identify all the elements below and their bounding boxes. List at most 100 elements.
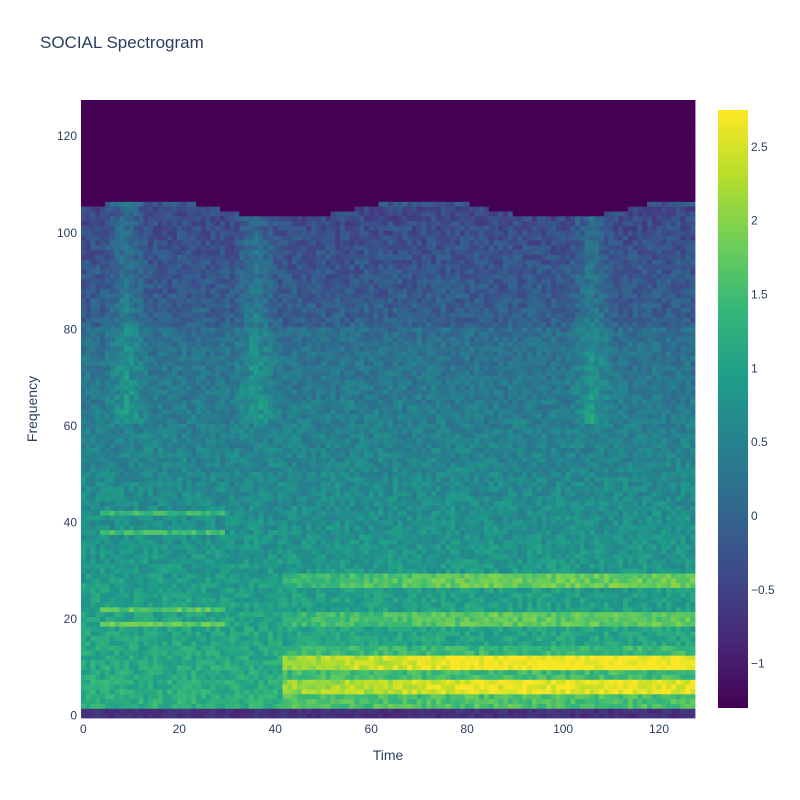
heatmap-cell xyxy=(560,597,566,603)
heatmap-cell xyxy=(479,650,485,656)
heatmap-cell xyxy=(551,539,557,545)
heatmap-cell xyxy=(277,631,283,637)
heatmap-cell xyxy=(354,602,360,608)
heatmap-cell xyxy=(119,669,125,675)
heatmap-cell xyxy=(95,655,101,661)
heatmap-cell xyxy=(618,558,624,564)
heatmap-cell xyxy=(172,713,178,719)
heatmap-cell xyxy=(359,592,365,598)
heatmap-cell xyxy=(368,544,375,550)
heatmap-cell xyxy=(229,635,235,642)
heatmap-cell xyxy=(354,660,360,666)
heatmap-cell xyxy=(287,679,293,685)
heatmap-cell xyxy=(359,693,365,700)
heatmap-cell xyxy=(647,539,653,545)
heatmap-cell xyxy=(445,573,451,579)
heatmap-cell xyxy=(292,563,298,569)
heatmap-cell xyxy=(306,631,312,637)
heatmap-cell xyxy=(426,611,432,618)
heatmap-cell xyxy=(517,713,523,719)
heatmap-cell xyxy=(349,645,355,651)
heatmap-cell xyxy=(474,635,480,642)
heatmap-cell xyxy=(613,592,619,598)
heatmap-cell xyxy=(152,655,159,661)
heatmap-cell xyxy=(104,577,111,584)
heatmap-cell xyxy=(388,582,394,589)
heatmap-cell xyxy=(181,611,187,618)
heatmap-cell xyxy=(431,582,437,589)
heatmap-cell xyxy=(109,655,115,661)
heatmap-cell xyxy=(354,708,360,714)
heatmap-cell xyxy=(205,529,211,535)
heatmap-cell xyxy=(551,713,557,719)
heatmap-cell xyxy=(210,573,216,579)
heatmap-cell xyxy=(517,655,523,661)
heatmap-cell xyxy=(320,616,327,622)
heatmap-cell xyxy=(224,539,231,545)
heatmap-cell xyxy=(575,534,581,540)
heatmap-cell xyxy=(661,635,667,642)
heatmap-cell xyxy=(335,616,341,622)
heatmap-cell xyxy=(205,635,211,642)
heatmap-cell xyxy=(517,631,523,637)
heatmap-cell xyxy=(176,650,183,656)
heatmap-cell xyxy=(104,602,111,608)
heatmap-cell xyxy=(90,703,96,709)
heatmap-cell xyxy=(128,549,135,555)
heatmap-cell xyxy=(378,529,384,535)
heatmap-cell xyxy=(306,549,312,555)
heatmap-cell xyxy=(402,573,408,579)
heatmap-cell xyxy=(301,606,307,613)
heatmap-cell xyxy=(675,597,682,603)
heatmap-cell xyxy=(507,640,514,646)
heatmap-cell xyxy=(248,679,255,685)
heatmap-cell xyxy=(258,553,264,560)
heatmap-cell xyxy=(407,626,413,632)
heatmap-cell xyxy=(215,713,221,719)
heatmap-cell xyxy=(200,664,207,671)
heatmap-cell xyxy=(90,611,96,618)
heatmap-cell xyxy=(383,626,389,632)
heatmap-cell xyxy=(632,679,638,685)
heatmap-cell xyxy=(292,577,298,584)
heatmap-cell xyxy=(402,549,408,555)
heatmap-cell xyxy=(570,553,576,560)
heatmap-cell xyxy=(306,713,312,719)
heatmap-cell xyxy=(594,655,600,661)
heatmap-cell xyxy=(205,553,211,560)
heatmap-cell xyxy=(340,684,346,690)
heatmap-cell xyxy=(224,558,231,564)
heatmap-cell xyxy=(522,708,528,714)
heatmap-cell xyxy=(531,631,538,637)
heatmap-cell xyxy=(594,553,600,560)
heatmap-cell xyxy=(440,689,446,695)
heatmap-cell xyxy=(100,669,106,675)
heatmap-cell xyxy=(656,650,662,656)
heatmap-cell xyxy=(296,698,303,704)
heatmap-cell xyxy=(167,698,173,704)
heatmap-cell xyxy=(555,660,562,666)
heatmap-cell xyxy=(421,544,427,550)
heatmap-cell xyxy=(148,679,154,685)
heatmap-cell xyxy=(133,698,139,704)
heatmap-cell xyxy=(191,611,197,618)
heatmap-cell xyxy=(368,602,375,608)
heatmap-cell xyxy=(162,616,168,622)
heatmap-cell xyxy=(325,573,331,579)
heatmap-cell xyxy=(349,616,355,622)
heatmap-cell xyxy=(378,602,384,608)
heatmap-cell xyxy=(354,650,360,656)
heatmap-cell xyxy=(200,587,207,593)
heatmap-cell xyxy=(90,693,96,700)
heatmap-cell xyxy=(555,568,562,574)
heatmap-cell xyxy=(128,553,135,560)
heatmap-cell xyxy=(296,650,303,656)
heatmap-cell xyxy=(632,553,638,560)
heatmap-cell xyxy=(555,679,562,685)
heatmap-cell xyxy=(349,660,355,666)
heatmap-cell xyxy=(392,534,398,540)
heatmap-cell xyxy=(383,660,389,666)
heatmap-cell xyxy=(148,592,154,598)
heatmap-cell xyxy=(627,606,634,613)
heatmap-cell xyxy=(186,553,192,560)
